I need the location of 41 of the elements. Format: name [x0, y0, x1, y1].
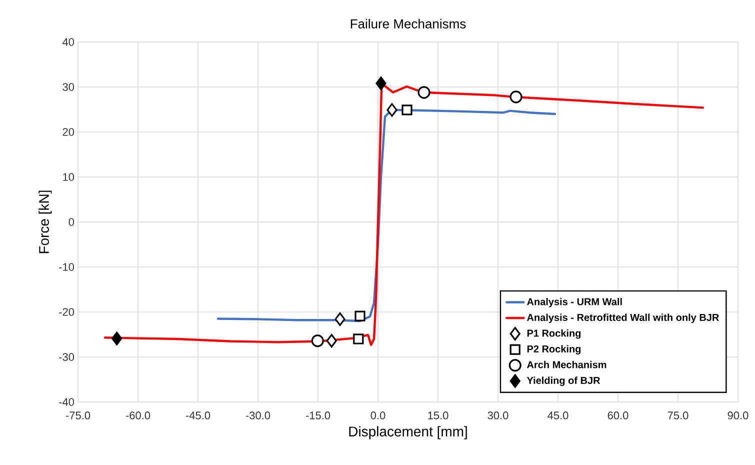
point	[386, 103, 398, 117]
x-axis-title: Displacement [mm]	[349, 426, 467, 440]
x-tick-label: 45.0	[548, 412, 568, 420]
legend-label: Analysis - URM Wall	[526, 298, 622, 308]
x-tick-label: -15.0	[306, 412, 330, 420]
point	[112, 332, 122, 346]
point	[354, 310, 366, 322]
point	[311, 334, 324, 348]
y-tick-label: 0	[68, 218, 74, 226]
y-tick-label: 40	[62, 38, 74, 46]
point	[376, 76, 386, 90]
x-tick-label: 75.0	[668, 412, 688, 420]
legend-label: P2 Rocking	[527, 345, 581, 355]
x-tick-label: -75.0	[66, 412, 90, 420]
point	[418, 86, 430, 99]
point	[353, 334, 364, 344]
point	[510, 90, 522, 104]
y-tick-label: 10	[63, 173, 74, 181]
x-tick-label: -60.0	[126, 412, 150, 420]
x-tick-label: 60.0	[608, 412, 628, 420]
point	[326, 334, 337, 348]
y-tick-label: 30	[62, 83, 74, 91]
y-tick-label: -10	[59, 263, 74, 271]
y-tick-label: -40	[59, 398, 74, 406]
legend-label: Yielding of BJR	[526, 376, 600, 386]
y-tick-label: -20	[59, 308, 74, 316]
y-axis-title: Force [kN]	[38, 190, 52, 254]
x-tick-label: 90.0	[728, 412, 748, 420]
chart-title: Failure Mechanisms	[350, 18, 466, 28]
y-tick-label: 20	[62, 128, 74, 136]
legend-label: P1 Rocking	[527, 329, 581, 339]
x-tick-label: 0.0	[370, 412, 386, 420]
point	[334, 312, 346, 326]
y-tick-label: -30	[59, 353, 74, 361]
legend-label: Analysis - Retrofitted Wall with only BJR	[526, 314, 719, 323]
x-tick-label: 15.0	[428, 412, 448, 420]
x-tick-label: -45.0	[186, 412, 210, 420]
legend-label: Arch Mechanism	[526, 360, 606, 368]
point	[402, 104, 412, 116]
x-tick-label: -30.0	[246, 412, 270, 420]
x-tick-label: 30.0	[488, 412, 508, 420]
